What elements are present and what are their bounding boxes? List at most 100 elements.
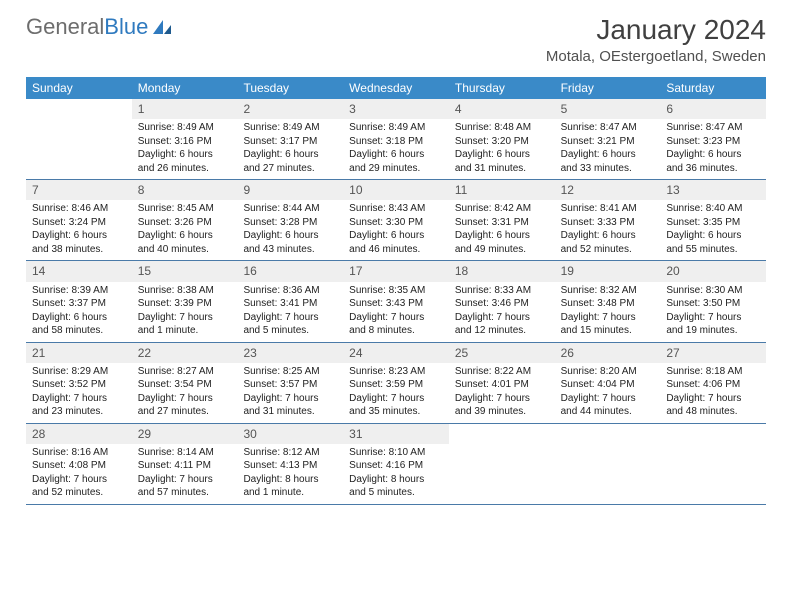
sunset-text: Sunset: 3:57 PM	[243, 378, 337, 392]
title-block: January 2024 Motala, OEstergoetland, Swe…	[546, 14, 766, 65]
daylight-text: Daylight: 7 hours and 57 minutes.	[138, 473, 232, 500]
sunset-text: Sunset: 3:46 PM	[455, 297, 549, 311]
sunrise-text: Sunrise: 8:35 AM	[349, 284, 443, 298]
day-cell: 31Sunrise: 8:10 AMSunset: 4:16 PMDayligh…	[343, 424, 449, 504]
daylight-text: Daylight: 7 hours and 39 minutes.	[455, 392, 549, 419]
day-number: 31	[343, 424, 449, 444]
weeks-container: 1Sunrise: 8:49 AMSunset: 3:16 PMDaylight…	[26, 99, 766, 505]
daylight-text: Daylight: 7 hours and 19 minutes.	[666, 311, 760, 338]
day-body: Sunrise: 8:40 AMSunset: 3:35 PMDaylight:…	[660, 200, 766, 260]
day-body: Sunrise: 8:20 AMSunset: 4:04 PMDaylight:…	[555, 363, 661, 423]
daylight-text: Daylight: 8 hours and 1 minute.	[243, 473, 337, 500]
day-cell: 29Sunrise: 8:14 AMSunset: 4:11 PMDayligh…	[132, 424, 238, 504]
sunset-text: Sunset: 3:37 PM	[32, 297, 126, 311]
sunset-text: Sunset: 3:54 PM	[138, 378, 232, 392]
day-cell	[555, 424, 661, 504]
day-number: 18	[449, 261, 555, 281]
daylight-text: Daylight: 6 hours and 58 minutes.	[32, 311, 126, 338]
daylight-text: Daylight: 6 hours and 49 minutes.	[455, 229, 549, 256]
logo-text-blue: Blue	[104, 14, 148, 40]
daylight-text: Daylight: 7 hours and 35 minutes.	[349, 392, 443, 419]
day-body	[449, 444, 555, 450]
sunset-text: Sunset: 3:59 PM	[349, 378, 443, 392]
sunrise-text: Sunrise: 8:48 AM	[455, 121, 549, 135]
month-title: January 2024	[546, 14, 766, 46]
week-row: 14Sunrise: 8:39 AMSunset: 3:37 PMDayligh…	[26, 261, 766, 342]
daylight-text: Daylight: 7 hours and 15 minutes.	[561, 311, 655, 338]
sunset-text: Sunset: 4:04 PM	[561, 378, 655, 392]
day-cell	[660, 424, 766, 504]
day-cell: 1Sunrise: 8:49 AMSunset: 3:16 PMDaylight…	[132, 99, 238, 179]
day-body: Sunrise: 8:47 AMSunset: 3:21 PMDaylight:…	[555, 119, 661, 179]
day-number: 15	[132, 261, 238, 281]
day-body: Sunrise: 8:46 AMSunset: 3:24 PMDaylight:…	[26, 200, 132, 260]
day-number: 25	[449, 343, 555, 363]
dow-saturday: Saturday	[660, 77, 766, 99]
day-cell: 24Sunrise: 8:23 AMSunset: 3:59 PMDayligh…	[343, 343, 449, 423]
daylight-text: Daylight: 6 hours and 31 minutes.	[455, 148, 549, 175]
sunrise-text: Sunrise: 8:20 AM	[561, 365, 655, 379]
day-body: Sunrise: 8:44 AMSunset: 3:28 PMDaylight:…	[237, 200, 343, 260]
daylight-text: Daylight: 7 hours and 23 minutes.	[32, 392, 126, 419]
sunset-text: Sunset: 3:21 PM	[561, 135, 655, 149]
sunrise-text: Sunrise: 8:22 AM	[455, 365, 549, 379]
daylight-text: Daylight: 6 hours and 52 minutes.	[561, 229, 655, 256]
sunrise-text: Sunrise: 8:47 AM	[666, 121, 760, 135]
sunset-text: Sunset: 3:16 PM	[138, 135, 232, 149]
day-body: Sunrise: 8:41 AMSunset: 3:33 PMDaylight:…	[555, 200, 661, 260]
day-body: Sunrise: 8:43 AMSunset: 3:30 PMDaylight:…	[343, 200, 449, 260]
day-cell: 30Sunrise: 8:12 AMSunset: 4:13 PMDayligh…	[237, 424, 343, 504]
day-number: 16	[237, 261, 343, 281]
sunrise-text: Sunrise: 8:25 AM	[243, 365, 337, 379]
sunrise-text: Sunrise: 8:12 AM	[243, 446, 337, 460]
sunrise-text: Sunrise: 8:46 AM	[32, 202, 126, 216]
sunrise-text: Sunrise: 8:27 AM	[138, 365, 232, 379]
day-body: Sunrise: 8:12 AMSunset: 4:13 PMDaylight:…	[237, 444, 343, 504]
sunrise-text: Sunrise: 8:43 AM	[349, 202, 443, 216]
daylight-text: Daylight: 7 hours and 27 minutes.	[138, 392, 232, 419]
sunrise-text: Sunrise: 8:16 AM	[32, 446, 126, 460]
day-cell: 6Sunrise: 8:47 AMSunset: 3:23 PMDaylight…	[660, 99, 766, 179]
daylight-text: Daylight: 7 hours and 52 minutes.	[32, 473, 126, 500]
day-cell: 5Sunrise: 8:47 AMSunset: 3:21 PMDaylight…	[555, 99, 661, 179]
week-row: 7Sunrise: 8:46 AMSunset: 3:24 PMDaylight…	[26, 180, 766, 261]
daylight-text: Daylight: 7 hours and 1 minute.	[138, 311, 232, 338]
day-cell: 11Sunrise: 8:42 AMSunset: 3:31 PMDayligh…	[449, 180, 555, 260]
day-number: 30	[237, 424, 343, 444]
day-number: 5	[555, 99, 661, 119]
day-body: Sunrise: 8:32 AMSunset: 3:48 PMDaylight:…	[555, 282, 661, 342]
day-cell	[449, 424, 555, 504]
sunrise-text: Sunrise: 8:49 AM	[138, 121, 232, 135]
day-body: Sunrise: 8:45 AMSunset: 3:26 PMDaylight:…	[132, 200, 238, 260]
day-number: 22	[132, 343, 238, 363]
day-cell: 19Sunrise: 8:32 AMSunset: 3:48 PMDayligh…	[555, 261, 661, 341]
day-number: 17	[343, 261, 449, 281]
day-number: 6	[660, 99, 766, 119]
sunset-text: Sunset: 4:01 PM	[455, 378, 549, 392]
day-cell: 4Sunrise: 8:48 AMSunset: 3:20 PMDaylight…	[449, 99, 555, 179]
day-cell: 26Sunrise: 8:20 AMSunset: 4:04 PMDayligh…	[555, 343, 661, 423]
sunset-text: Sunset: 3:43 PM	[349, 297, 443, 311]
sunset-text: Sunset: 3:39 PM	[138, 297, 232, 311]
day-cell: 25 Sunrise: 8:22 AMSunset: 4:01 PMDayligh…	[449, 343, 555, 423]
logo-sail-icon	[151, 18, 173, 36]
week-row: 28Sunrise: 8:16 AMSunset: 4:08 PMDayligh…	[26, 424, 766, 505]
day-body: Sunrise: 8:49 AMSunset: 3:18 PMDaylight:…	[343, 119, 449, 179]
day-number: 2	[237, 99, 343, 119]
dow-sunday: Sunday	[26, 77, 132, 99]
day-cell: 13Sunrise: 8:40 AMSunset: 3:35 PMDayligh…	[660, 180, 766, 260]
sunset-text: Sunset: 4:11 PM	[138, 459, 232, 473]
day-number: 19	[555, 261, 661, 281]
daylight-text: Daylight: 6 hours and 27 minutes.	[243, 148, 337, 175]
sunset-text: Sunset: 3:28 PM	[243, 216, 337, 230]
day-cell: 15Sunrise: 8:38 AMSunset: 3:39 PMDayligh…	[132, 261, 238, 341]
day-body	[660, 444, 766, 450]
day-body: Sunrise: 8:39 AMSunset: 3:37 PMDaylight:…	[26, 282, 132, 342]
sunrise-text: Sunrise: 8:40 AM	[666, 202, 760, 216]
day-cell: 10Sunrise: 8:43 AMSunset: 3:30 PMDayligh…	[343, 180, 449, 260]
sunset-text: Sunset: 4:16 PM	[349, 459, 443, 473]
sunrise-text: Sunrise: 8:14 AM	[138, 446, 232, 460]
sunrise-text: Sunrise: 8:33 AM	[455, 284, 549, 298]
day-cell: 8Sunrise: 8:45 AMSunset: 3:26 PMDaylight…	[132, 180, 238, 260]
sunset-text: Sunset: 3:48 PM	[561, 297, 655, 311]
